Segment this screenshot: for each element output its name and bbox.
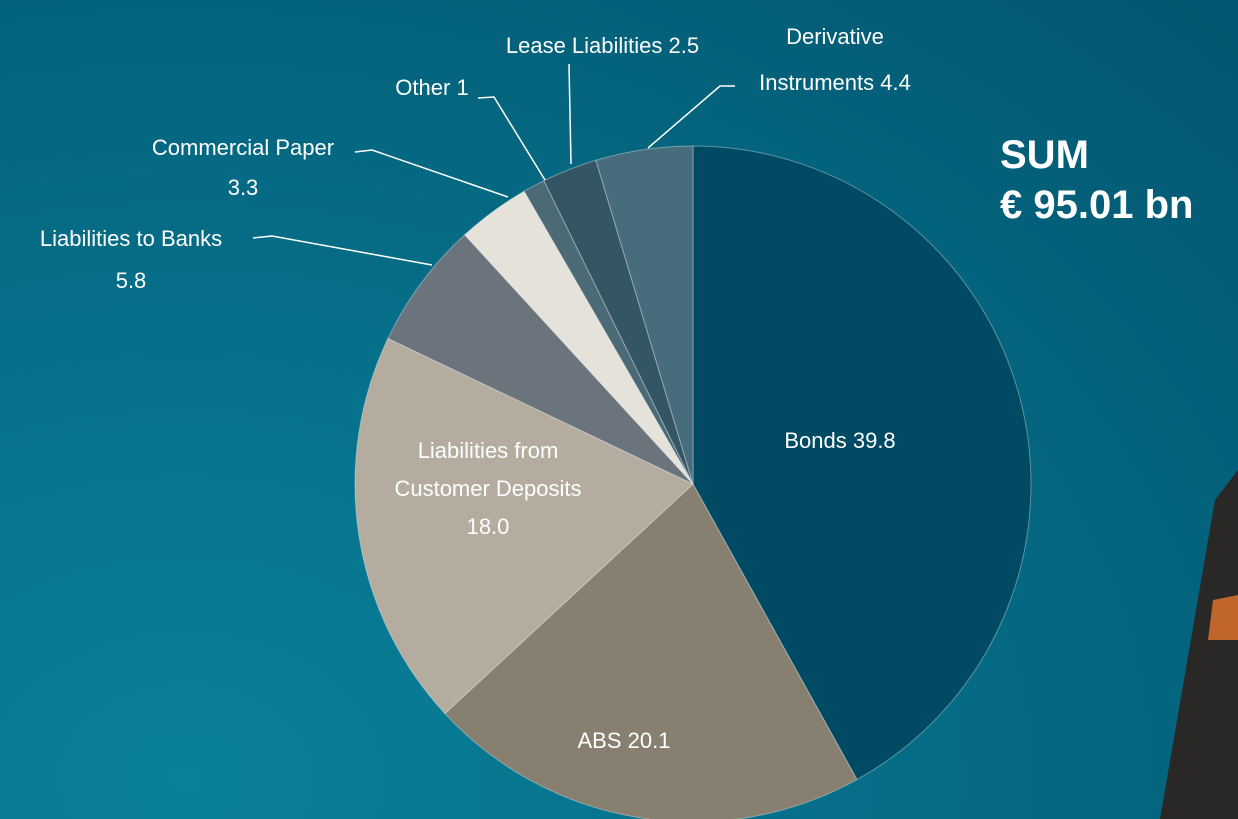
- leader-lines: [252, 63, 735, 266]
- label-category: Lease Liabilities: [505, 33, 663, 58]
- label-category: Other: [395, 75, 451, 100]
- leader-line: [354, 149, 509, 198]
- pie: [354, 145, 1032, 819]
- label-value: 18.0: [466, 514, 510, 539]
- slice-label: Liabilities to Banks 5.8: [0, 218, 262, 302]
- pie-slice: [543, 159, 694, 485]
- slice-label: ABS 20.1: [524, 727, 724, 755]
- sum-title: SUM: [1000, 133, 1089, 177]
- label-category: Liabilities from Customer Deposits: [394, 438, 582, 501]
- sum-box: SUM € 95.01 bn: [1000, 130, 1193, 230]
- pie-slice: [692, 145, 1032, 781]
- leader-line: [252, 235, 433, 266]
- leader-line: [647, 85, 735, 149]
- pie-slice: [523, 179, 694, 485]
- label-value: 3.3: [227, 175, 259, 200]
- photo-fragment: [1160, 470, 1238, 819]
- label-category: Liabilities to Banks: [39, 226, 223, 251]
- label-category: Bonds: [784, 428, 847, 453]
- leader-line: [477, 96, 546, 181]
- label-value: 2.5: [668, 33, 700, 58]
- pie-slice: [444, 483, 858, 819]
- photo-fragment: [1208, 595, 1238, 640]
- slice-label: Lease Liabilities 2.5: [465, 32, 740, 60]
- label-value: 5.8: [115, 268, 147, 293]
- label-category: Derivative Instruments: [759, 24, 884, 95]
- slice-label: Commercial Paper 3.3: [112, 128, 374, 208]
- pie-slice: [464, 190, 694, 485]
- slice-label: Liabilities from Customer Deposits 18.0: [383, 432, 593, 546]
- sum-value: € 95.01 bn: [1000, 183, 1194, 227]
- label-value: 39.8: [852, 428, 896, 453]
- label-category: Commercial Paper: [151, 135, 335, 160]
- label-value: 4.4: [880, 70, 911, 95]
- pie-slice: [354, 337, 694, 715]
- slice-label: Derivative Instruments 4.4: [730, 14, 940, 106]
- label-value: 1: [456, 75, 469, 100]
- label-category: ABS: [577, 728, 622, 753]
- pie-slice: [595, 145, 694, 485]
- leader-line: [568, 63, 572, 165]
- label-value: 20.1: [627, 728, 671, 753]
- slice-label: Bonds 39.8: [700, 427, 980, 455]
- slice-label: Other 1: [372, 74, 492, 102]
- pie-slice: [387, 234, 694, 485]
